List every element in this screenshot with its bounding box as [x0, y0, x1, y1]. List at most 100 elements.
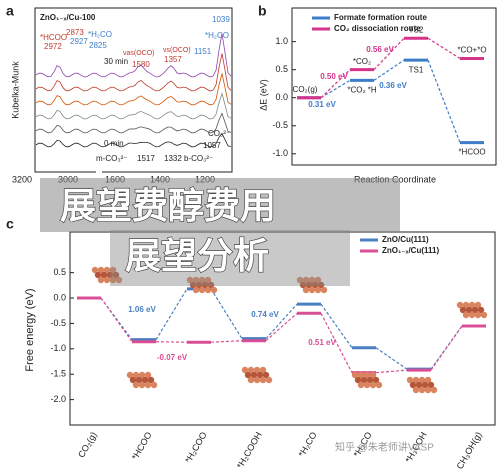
spectrum-curve: [35, 53, 232, 92]
peak-label: CO₃²⁻: [208, 129, 230, 138]
slab-atom: [369, 381, 377, 389]
slab-atom: [427, 381, 435, 389]
y-tick-label: 0.0: [53, 292, 66, 302]
slab-atom: [302, 286, 310, 294]
slab-atom: [308, 286, 316, 294]
slab-atom: [351, 371, 359, 379]
slab-atom: [369, 371, 377, 379]
slab-atom: [97, 266, 105, 274]
slab-atom: [126, 371, 134, 379]
slab-atom: [253, 366, 261, 374]
connector: [375, 347, 408, 370]
y-tick-label: -0.5: [272, 120, 288, 130]
slab-atom: [244, 371, 252, 379]
slab-atom: [141, 376, 149, 384]
panel-title: ZnO₁₋ₓ/Cu-100: [40, 13, 96, 22]
spectrum-curve: [35, 73, 232, 106]
y-tick-label: -1.0: [272, 148, 288, 158]
y-axis-label: Free energy (eV): [24, 288, 36, 371]
panel-label: a: [6, 3, 14, 19]
legend-label: CO₂ dissociation route: [334, 24, 421, 33]
connector: [427, 59, 461, 143]
slab-atom: [468, 301, 476, 309]
slab-atom: [418, 386, 426, 394]
peak-label: *H₂CO: [205, 31, 229, 40]
slab-atom: [207, 281, 215, 289]
slab-atom: [201, 281, 209, 289]
slab-atom: [138, 371, 146, 379]
peak-label: 1057: [203, 141, 221, 150]
slab-atom: [103, 266, 111, 274]
slab-atom: [459, 306, 467, 314]
plot-frame: [34, 7, 233, 173]
overlay-title: 展望费醇费用: [60, 186, 276, 227]
slab-atom: [135, 376, 143, 384]
connector: [320, 69, 351, 99]
y-tick-label: -2.0: [50, 394, 66, 404]
slab-atom: [311, 281, 319, 289]
slab-atom: [305, 281, 313, 289]
peak-label: 1332 b-CO₃²⁻: [164, 154, 213, 163]
slab-atom: [354, 376, 362, 384]
slab-atom: [363, 371, 371, 379]
connector: [320, 303, 353, 349]
slab-atom: [150, 381, 158, 389]
slab-atom: [406, 376, 414, 384]
level-label: *CO₂ *H: [347, 85, 377, 94]
barrier-label: 0.51 eV: [308, 338, 336, 347]
legend-label: ZnO/Cu(111): [382, 235, 429, 244]
slab-atom: [317, 281, 325, 289]
x-tick-label: *H₂CO: [297, 430, 319, 458]
slab-atom: [418, 376, 426, 384]
peak-label: *H₂CO: [88, 30, 112, 39]
slab-atom: [132, 371, 140, 379]
x-tick-label: *H₂COO: [183, 430, 209, 464]
slab-atom: [91, 266, 99, 274]
slab-atom: [372, 376, 380, 384]
connector: [210, 288, 243, 339]
overlay-band: [40, 178, 400, 232]
level-label: *HCOO: [458, 148, 485, 157]
level-label: TS1: [409, 65, 424, 74]
slab-atom: [210, 286, 218, 294]
slab-atom: [103, 276, 111, 284]
axis-break: [96, 166, 102, 178]
slab-atom: [375, 381, 383, 389]
slab-atom: [256, 371, 264, 379]
slab-atom: [471, 306, 479, 314]
slab-atom: [430, 386, 438, 394]
slab-atom: [474, 301, 482, 309]
y-tick-label: 0.0: [275, 92, 288, 102]
spectrum-curve: [35, 132, 232, 148]
y-tick-label: 0.5: [275, 64, 288, 74]
y-tick-label: -1.5: [50, 369, 66, 379]
slab-atom: [477, 306, 485, 314]
connector: [210, 340, 243, 343]
peak-label: m-CO₃²⁻: [96, 154, 127, 163]
slab-atom: [94, 271, 102, 279]
peak-label: νas(OCO): [123, 50, 155, 57]
legend-label: Formate formation route: [334, 13, 427, 22]
barrier-label: 0.74 eV: [251, 310, 279, 319]
overlay-band: [110, 230, 350, 286]
slab-atom: [357, 371, 365, 379]
peak-label: 2972: [44, 42, 62, 51]
slab-atom: [195, 281, 203, 289]
slab-atom: [147, 376, 155, 384]
slab-atom: [259, 366, 267, 374]
level-label: TS2: [409, 25, 424, 34]
slab-atom: [186, 276, 194, 284]
level-label: *CO+*O: [457, 46, 486, 55]
connector: [427, 37, 461, 59]
slab-atom: [480, 311, 488, 319]
slab-atom: [366, 376, 374, 384]
panel-label: b: [258, 3, 267, 19]
connector: [320, 79, 351, 99]
slab-atom: [468, 311, 476, 319]
slab-atom: [314, 286, 322, 294]
watermark: 知乎 @朱老师讲VASP: [335, 441, 434, 454]
legend-label: ZnO₁₋ₓ/Cu(111): [382, 246, 439, 255]
slab-atom: [360, 376, 368, 384]
slab-atom: [115, 276, 123, 284]
connector: [375, 369, 408, 374]
